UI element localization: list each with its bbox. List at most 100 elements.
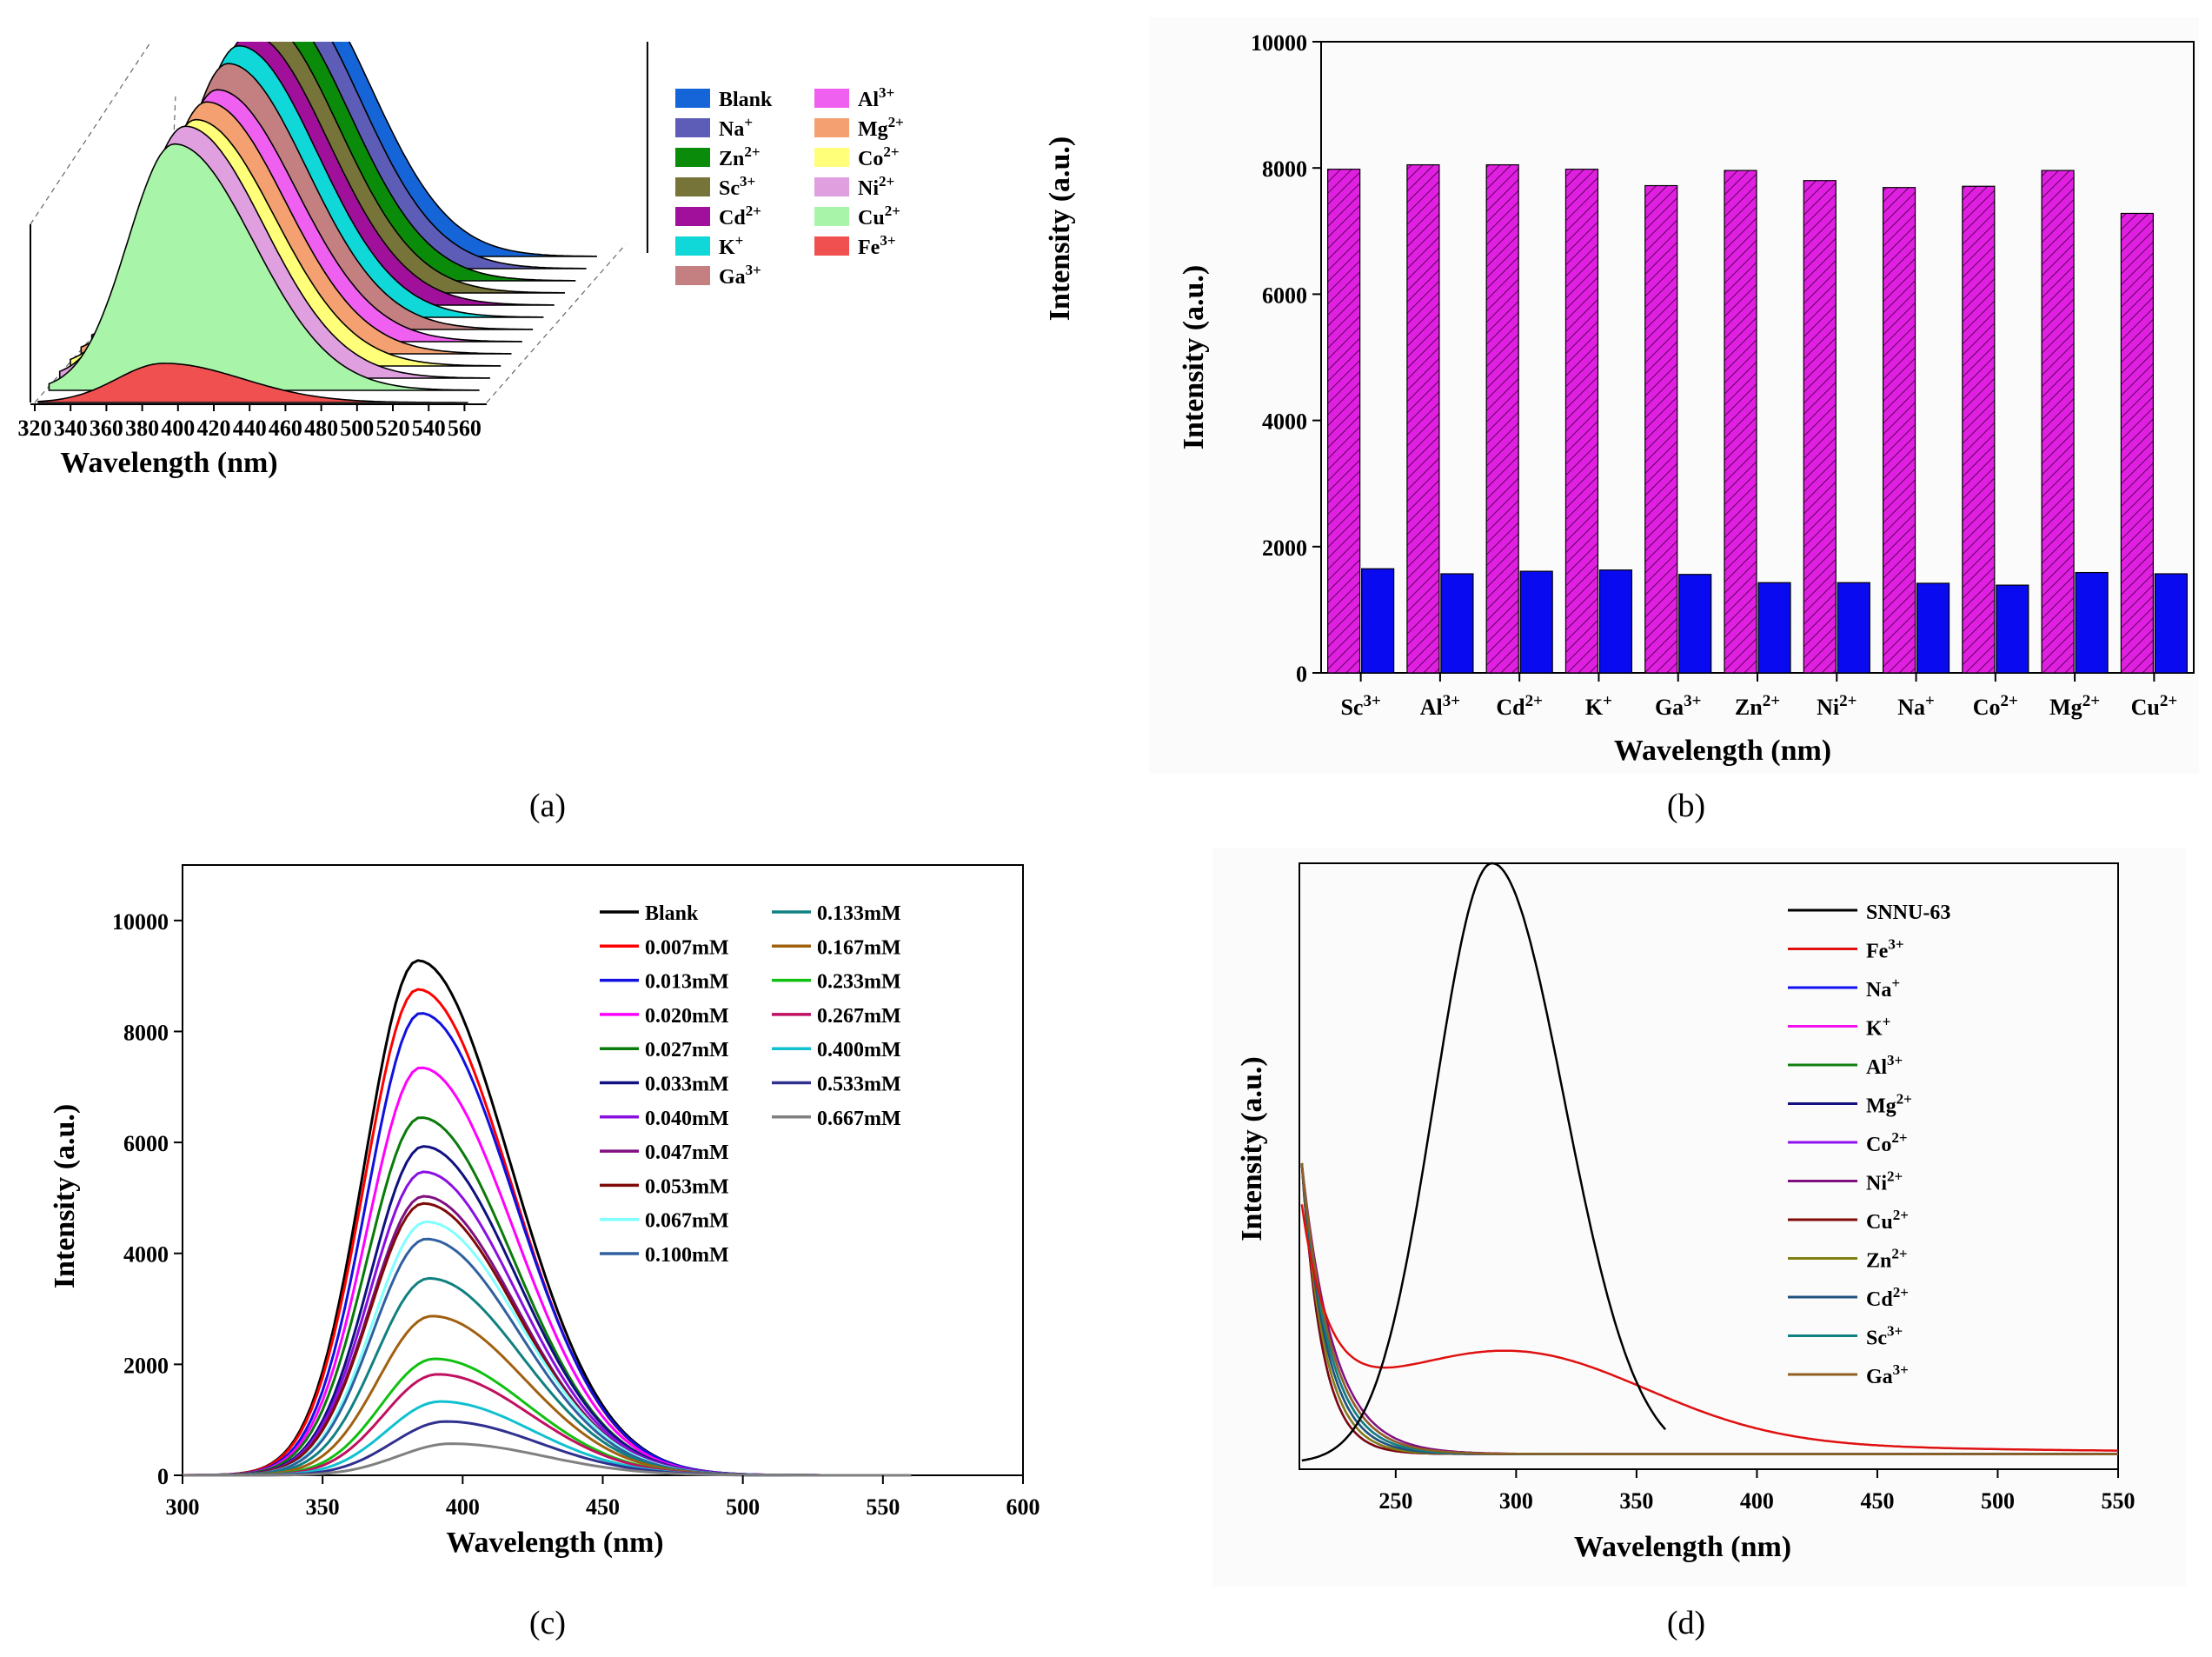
legend-swatch-blank bbox=[675, 89, 710, 108]
uv-plot: 250 300 350 400 450 500 550 Wavelength (nm) Inte… bbox=[1236, 862, 2136, 1563]
x-axis-title: Wavelength (nm) bbox=[446, 1527, 663, 1559]
y-axis-title: Intensity (a.u.) bbox=[1236, 1056, 1268, 1241]
uv-line-fe bbox=[1300, 1204, 2118, 1452]
uv-line-cu bbox=[1300, 1162, 2118, 1455]
x-tick-label-mg: Mg2+ bbox=[2049, 692, 2100, 720]
legend-label-zn: Zn2+ bbox=[719, 143, 761, 170]
bar-cd-metal bbox=[1485, 163, 1519, 674]
x-tick-label: 400 bbox=[446, 1494, 480, 1520]
bar-cu-fe bbox=[2154, 573, 2188, 674]
bar-cu-metal bbox=[2120, 212, 2154, 674]
legend-label-mg: Mg2+ bbox=[1866, 1091, 1912, 1118]
x-tick-label: 360 bbox=[90, 416, 123, 441]
bar-na-metal bbox=[1882, 187, 1916, 674]
legend-label-co: Co2+ bbox=[858, 143, 900, 170]
bar-k-metal bbox=[1564, 169, 1599, 674]
uv-line-ni bbox=[1300, 1162, 2118, 1455]
x-tick-label: 320 bbox=[18, 416, 52, 441]
bar-mg-fe bbox=[2075, 571, 2109, 674]
y-tick-label: 10000 bbox=[1251, 30, 1307, 56]
uv-line-mg bbox=[1300, 1162, 2118, 1455]
legend-label-ga: Ga3+ bbox=[719, 262, 761, 289]
legend-label-cu: Cu2+ bbox=[858, 203, 900, 230]
legend-label-al: Al3+ bbox=[1866, 1052, 1903, 1079]
legend-label-sc: Sc3+ bbox=[1866, 1323, 1903, 1350]
legend-label-cu: Cu2+ bbox=[1866, 1207, 1909, 1234]
x-tick-label: 550 bbox=[2102, 1488, 2136, 1514]
legend-label-fe: Fe3+ bbox=[858, 232, 896, 259]
legend-label: 0.133mM bbox=[817, 902, 901, 925]
bar-sc-fe bbox=[1361, 568, 1395, 674]
bar-cd-fe bbox=[1519, 570, 1553, 674]
x-tick-label: 400 bbox=[161, 416, 195, 441]
legend-label: Blank bbox=[645, 902, 699, 925]
bar-ga-fe bbox=[1678, 574, 1712, 674]
x-tick-label: 300 bbox=[1499, 1488, 1533, 1514]
panel-d-uvvis-chart: 250 300 350 400 450 500 550 Wavelength (nm) Inte… bbox=[1212, 848, 2186, 1587]
legend-label-sc: Sc3+ bbox=[719, 173, 755, 200]
legend-label-k: K+ bbox=[719, 232, 743, 259]
y-tick-label: 10000 bbox=[112, 909, 169, 935]
y-axis-title: Intensity (a.u.) bbox=[1044, 136, 1076, 322]
y-tick-label: 6000 bbox=[123, 1131, 169, 1156]
waterfall-plot: 320 340 360 380 400 420 440 460 480 500 520 540 560 W… bbox=[18, 42, 1076, 479]
x-tick-label: 520 bbox=[376, 416, 410, 441]
uv-line-cd bbox=[1300, 1162, 2118, 1455]
x-tick-label-sc: Sc3+ bbox=[1340, 692, 1380, 720]
legend-swatch-al bbox=[814, 89, 849, 108]
x-tick-label: 500 bbox=[340, 416, 374, 441]
waterfall-slice-fe bbox=[37, 363, 468, 403]
legend-label-co: Co2+ bbox=[1866, 1129, 1908, 1156]
x-tick-label-k: K+ bbox=[1585, 692, 1612, 720]
panel-c-titration-chart: 300 350 400 450 500 550 600 0 2000 4000 6000 8000 10… bbox=[35, 848, 1095, 1587]
caption-b: (b) bbox=[1666, 788, 1706, 824]
x-tick-label-cd: Cd2+ bbox=[1496, 692, 1543, 720]
bar-co-metal bbox=[1962, 185, 1996, 674]
legend-swatch-na bbox=[675, 118, 710, 137]
y-tick-label: 2000 bbox=[123, 1353, 169, 1378]
uv-line-ga bbox=[1300, 1162, 2118, 1455]
x-axis-title: Wavelength (nm) bbox=[60, 447, 277, 479]
legend-label-na: Na+ bbox=[1866, 975, 1900, 1002]
bar-al-metal bbox=[1406, 163, 1440, 674]
x-tick-label: 350 bbox=[306, 1494, 340, 1520]
legend-label: 0.100mM bbox=[645, 1244, 729, 1267]
series-line-10 bbox=[183, 1237, 912, 1477]
x-tick-label: 440 bbox=[233, 416, 267, 441]
series-line-17 bbox=[183, 1442, 912, 1477]
x-tick-label: 500 bbox=[726, 1494, 760, 1520]
legend-label-k: K+ bbox=[1866, 1014, 1890, 1041]
x-tick-label: 550 bbox=[866, 1494, 900, 1520]
bar-al-fe bbox=[1440, 573, 1474, 674]
y-tick-label: 8000 bbox=[123, 1020, 169, 1045]
legend-label-fe: Fe3+ bbox=[1866, 936, 1904, 963]
legend-label: 0.047mM bbox=[645, 1141, 729, 1164]
x-tick-label-ni: Ni2+ bbox=[1817, 692, 1857, 720]
uv-line-co bbox=[1300, 1162, 2118, 1455]
legend-label: 0.067mM bbox=[645, 1210, 729, 1233]
uv-line-k bbox=[1300, 1162, 2118, 1455]
legend-label: 0.533mM bbox=[817, 1074, 901, 1096]
bar-ga-metal bbox=[1644, 184, 1678, 674]
bar-ni-metal bbox=[1803, 180, 1837, 674]
frame-depth-line-right bbox=[486, 243, 627, 403]
bar-plot: Sc3+ Al3+ Cd2+ K+ Ga3+ Zn2+ Ni2+ Na+ Co2+ Mg2+ Cu2… bbox=[1178, 30, 2195, 767]
x-tick-label: 600 bbox=[1006, 1494, 1040, 1520]
legend-swatch-sc bbox=[675, 177, 710, 196]
panel-b-bar-chart: Sc3+ Al3+ Cd2+ K+ Ga3+ Zn2+ Ni2+ Na+ Co2+ Mg2+ Cu2… bbox=[1149, 17, 2199, 774]
uvvis-line-chart-svg: 250 300 350 400 450 500 550 Wavelength (nm) Inte… bbox=[1236, 862, 2136, 1563]
y-tick-label: 6000 bbox=[1262, 283, 1307, 308]
bar-na-fe bbox=[1916, 582, 1950, 674]
x-tick-label-co: Co2+ bbox=[1973, 692, 2018, 720]
caption-a: (a) bbox=[528, 788, 567, 824]
x-tick-label: 450 bbox=[1860, 1488, 1894, 1514]
legend-label: 0.233mM bbox=[817, 971, 901, 994]
uv-line-sc bbox=[1300, 1162, 2118, 1455]
uv-line-snnu63 bbox=[1301, 862, 1667, 1462]
legend-label-blank: Blank bbox=[719, 89, 773, 111]
legend-swatch-k bbox=[675, 236, 710, 256]
y-axis-title: Intensity (a.u.) bbox=[49, 1104, 81, 1289]
legend-label-ni: Ni2+ bbox=[1866, 1168, 1903, 1195]
x-tick-label: 300 bbox=[166, 1494, 200, 1520]
x-tick-label: 450 bbox=[586, 1494, 620, 1520]
